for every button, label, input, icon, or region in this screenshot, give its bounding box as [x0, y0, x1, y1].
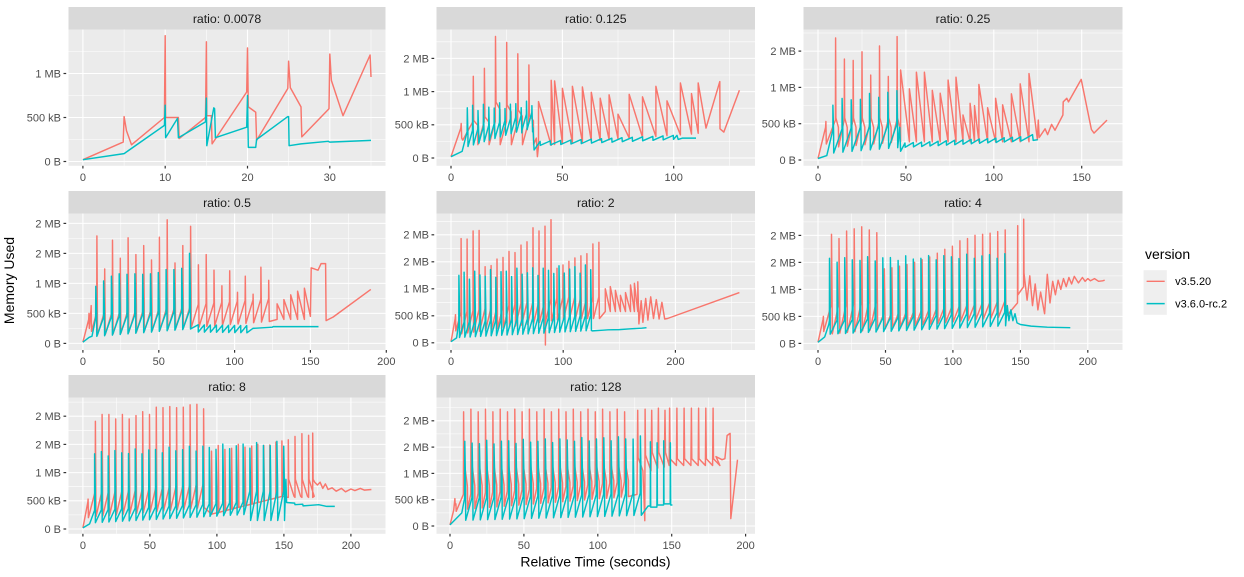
svg-text:150: 150 — [1011, 356, 1029, 368]
svg-text:30: 30 — [324, 172, 336, 184]
svg-text:ratio: 0.5: ratio: 0.5 — [203, 196, 251, 210]
svg-text:100: 100 — [208, 540, 226, 552]
svg-text:0: 0 — [815, 356, 821, 368]
svg-text:2 MB: 2 MB — [403, 230, 429, 242]
svg-text:2 MB: 2 MB — [403, 53, 429, 65]
svg-text:500 kB: 500 kB — [762, 119, 796, 131]
svg-text:0: 0 — [80, 540, 86, 552]
svg-text:2 MB: 2 MB — [403, 257, 429, 269]
svg-text:2 MB: 2 MB — [35, 439, 61, 451]
svg-text:50: 50 — [153, 356, 165, 368]
svg-text:0 B: 0 B — [412, 338, 429, 350]
svg-text:ratio: 4: ratio: 4 — [944, 196, 982, 210]
svg-text:100: 100 — [665, 172, 683, 184]
svg-text:200: 200 — [736, 540, 754, 552]
svg-text:200: 200 — [666, 356, 684, 368]
svg-text:20: 20 — [241, 172, 253, 184]
svg-text:500 kB: 500 kB — [395, 495, 429, 507]
svg-text:2 MB: 2 MB — [35, 218, 61, 230]
svg-text:0 B: 0 B — [412, 153, 429, 165]
svg-text:50: 50 — [556, 172, 568, 184]
svg-text:500 kB: 500 kB — [395, 120, 429, 132]
svg-text:ratio: 128: ratio: 128 — [570, 380, 621, 394]
svg-text:0: 0 — [815, 172, 821, 184]
svg-text:1 MB: 1 MB — [403, 468, 429, 480]
svg-text:100: 100 — [589, 540, 607, 552]
svg-text:Memory Used: Memory Used — [1, 237, 17, 324]
svg-text:100: 100 — [985, 172, 1003, 184]
svg-text:1 MB: 1 MB — [770, 284, 796, 296]
svg-text:Relative Time (seconds): Relative Time (seconds) — [520, 554, 670, 570]
svg-text:500 kB: 500 kB — [762, 311, 796, 323]
svg-text:1 MB: 1 MB — [35, 468, 61, 480]
svg-text:2 MB: 2 MB — [35, 248, 61, 260]
svg-text:1 MB: 1 MB — [770, 82, 796, 94]
svg-text:0: 0 — [448, 172, 454, 184]
svg-text:ratio: 8: ratio: 8 — [208, 380, 246, 394]
svg-text:500 kB: 500 kB — [27, 496, 61, 508]
svg-text:1 MB: 1 MB — [403, 284, 429, 296]
svg-text:0: 0 — [80, 356, 86, 368]
svg-text:500 kB: 500 kB — [395, 311, 429, 323]
svg-text:2 MB: 2 MB — [35, 411, 61, 423]
svg-text:0 B: 0 B — [412, 521, 429, 533]
svg-text:2 MB: 2 MB — [403, 416, 429, 428]
svg-text:100: 100 — [944, 356, 962, 368]
svg-text:ratio: 0.125: ratio: 0.125 — [565, 12, 627, 26]
svg-text:ratio: 2: ratio: 2 — [577, 196, 615, 210]
svg-text:ratio: 0.0078: ratio: 0.0078 — [193, 12, 262, 26]
svg-text:0: 0 — [448, 356, 454, 368]
svg-text:0 B: 0 B — [44, 524, 61, 536]
svg-text:50: 50 — [879, 356, 891, 368]
svg-text:50: 50 — [900, 172, 912, 184]
svg-text:10: 10 — [159, 172, 171, 184]
svg-text:v3.5.20: v3.5.20 — [1175, 276, 1211, 288]
svg-text:2 MB: 2 MB — [770, 230, 796, 242]
svg-text:1 MB: 1 MB — [35, 68, 61, 80]
svg-text:50: 50 — [144, 540, 156, 552]
svg-text:2 MB: 2 MB — [403, 442, 429, 454]
svg-text:0 B: 0 B — [44, 338, 61, 350]
svg-text:2 MB: 2 MB — [770, 46, 796, 58]
svg-text:0: 0 — [447, 540, 453, 552]
svg-text:2 MB: 2 MB — [770, 257, 796, 269]
svg-text:ratio: 0.25: ratio: 0.25 — [936, 12, 991, 26]
svg-text:50: 50 — [518, 540, 530, 552]
svg-text:200: 200 — [342, 540, 360, 552]
svg-text:0: 0 — [80, 172, 86, 184]
svg-text:200: 200 — [377, 356, 395, 368]
svg-text:100: 100 — [225, 356, 243, 368]
svg-text:150: 150 — [275, 540, 293, 552]
svg-text:500 kB: 500 kB — [27, 112, 61, 124]
svg-text:150: 150 — [1073, 172, 1091, 184]
svg-text:500 kB: 500 kB — [27, 308, 61, 320]
svg-text:0 B: 0 B — [779, 155, 796, 167]
svg-text:100: 100 — [554, 356, 572, 368]
svg-text:v3.6.0-rc.2: v3.6.0-rc.2 — [1175, 298, 1227, 310]
svg-text:version: version — [1145, 246, 1190, 262]
svg-text:0 B: 0 B — [44, 156, 61, 168]
svg-text:1 MB: 1 MB — [35, 278, 61, 290]
svg-text:150: 150 — [663, 540, 681, 552]
svg-text:150: 150 — [301, 356, 319, 368]
svg-text:0 B: 0 B — [779, 338, 796, 350]
svg-text:1 MB: 1 MB — [403, 87, 429, 99]
svg-text:200: 200 — [1079, 356, 1097, 368]
